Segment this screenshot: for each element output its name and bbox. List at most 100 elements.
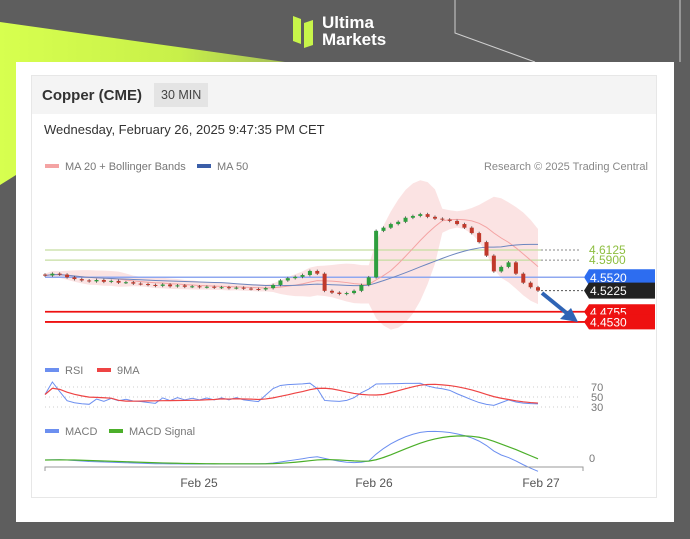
brand-logo: Ultima Markets xyxy=(292,14,386,48)
x-tick-label: Feb 27 xyxy=(522,476,560,490)
candle xyxy=(352,289,357,295)
forecast-arrow-shaft xyxy=(540,291,571,317)
legend-ma20-swatch xyxy=(45,164,59,168)
candle-body xyxy=(249,288,254,290)
candle xyxy=(455,219,460,226)
candle-body xyxy=(226,287,231,289)
candle-body xyxy=(197,286,202,288)
legend-rsi-label: RSI xyxy=(65,365,83,377)
candle xyxy=(432,215,437,221)
candle-body xyxy=(506,262,511,267)
level-label-4.5225: 4.5225 xyxy=(590,284,627,298)
candle-body xyxy=(300,275,305,277)
legend-rsi-ma-label: 9MA xyxy=(117,365,140,377)
candle-body xyxy=(396,221,401,225)
candle-body xyxy=(182,285,187,287)
candle xyxy=(234,286,239,290)
candle-body xyxy=(440,218,445,220)
candle xyxy=(57,272,62,276)
candle xyxy=(168,283,173,288)
candle-body xyxy=(513,262,518,274)
candle-body xyxy=(462,224,467,228)
candle xyxy=(160,283,165,288)
candle xyxy=(513,261,518,276)
legend-macd-signal-label: MACD Signal xyxy=(129,426,195,438)
rsi-tick-label: 30 xyxy=(591,402,603,414)
candle xyxy=(366,275,371,287)
chart-credit: Research © 2025 Trading Central xyxy=(484,161,648,173)
candle xyxy=(131,280,136,285)
candle xyxy=(197,284,202,289)
candle-body xyxy=(263,288,268,290)
candle-body xyxy=(381,227,386,231)
candle-body xyxy=(432,216,437,219)
candle xyxy=(315,269,320,276)
candle xyxy=(94,278,99,283)
x-axis xyxy=(44,466,584,471)
macd-signal-line xyxy=(44,435,539,465)
candle-body xyxy=(57,273,62,275)
candle xyxy=(491,254,496,273)
candle-body xyxy=(72,277,77,280)
candle-body xyxy=(123,282,128,284)
brand-name-line2: Markets xyxy=(322,30,387,49)
candle-body xyxy=(79,279,84,281)
candle-body xyxy=(256,289,261,291)
candle xyxy=(182,284,187,289)
candle-body xyxy=(190,286,195,288)
candle-body xyxy=(315,270,320,274)
candle-body xyxy=(278,280,283,285)
candle xyxy=(521,272,526,285)
candle-body xyxy=(528,282,533,288)
candle xyxy=(101,278,106,284)
level-label-4.6125: 4.6125 xyxy=(589,243,626,257)
candle-body xyxy=(491,255,496,272)
candle-body xyxy=(366,277,371,285)
candle xyxy=(43,273,47,277)
ma50-line xyxy=(44,243,539,287)
candle-body xyxy=(484,242,489,256)
candle xyxy=(337,291,342,296)
candle xyxy=(226,285,231,290)
candle-body xyxy=(307,270,312,276)
legend-ma20-label: MA 20 + Bollinger Bands xyxy=(65,161,186,173)
candle xyxy=(536,285,540,292)
level-tag-bg xyxy=(584,269,655,286)
rsi-ma-line xyxy=(44,383,539,404)
instrument-title: Copper (CME) xyxy=(42,86,142,104)
candle-body xyxy=(175,285,180,287)
candle-body xyxy=(153,284,158,286)
legend-ma50-swatch xyxy=(197,164,211,168)
candle-body xyxy=(219,287,224,289)
brand-name-line1: Ultima xyxy=(322,13,374,32)
candle xyxy=(403,216,408,224)
candle-body xyxy=(344,293,349,295)
candle-body xyxy=(447,219,452,221)
chart-card: Copper (CME) 30 MIN Wednesday, February … xyxy=(16,62,674,522)
decorative-lines xyxy=(454,0,681,63)
candle-body xyxy=(359,284,364,291)
candle xyxy=(241,286,246,290)
candle-body xyxy=(109,280,114,282)
rsi-tick-label: 50 xyxy=(591,392,603,404)
candle-body xyxy=(271,284,276,289)
candle-body xyxy=(65,274,70,278)
candle-body xyxy=(388,224,393,228)
candle xyxy=(300,273,305,279)
candle xyxy=(425,212,430,219)
candle-body xyxy=(469,227,474,234)
candle-body xyxy=(131,282,136,284)
level-tag-4.5520: 4.5520 xyxy=(584,269,655,286)
candle-body xyxy=(418,214,423,216)
macd-line xyxy=(44,430,539,472)
candle xyxy=(322,272,327,293)
candle xyxy=(410,214,415,220)
candle xyxy=(123,280,128,285)
candle xyxy=(528,281,533,289)
interval-badge[interactable]: 30 MIN xyxy=(154,83,209,107)
candle xyxy=(506,261,511,269)
candle xyxy=(190,284,195,289)
candle xyxy=(138,282,143,286)
legend-rsi-ma-swatch xyxy=(97,368,111,372)
